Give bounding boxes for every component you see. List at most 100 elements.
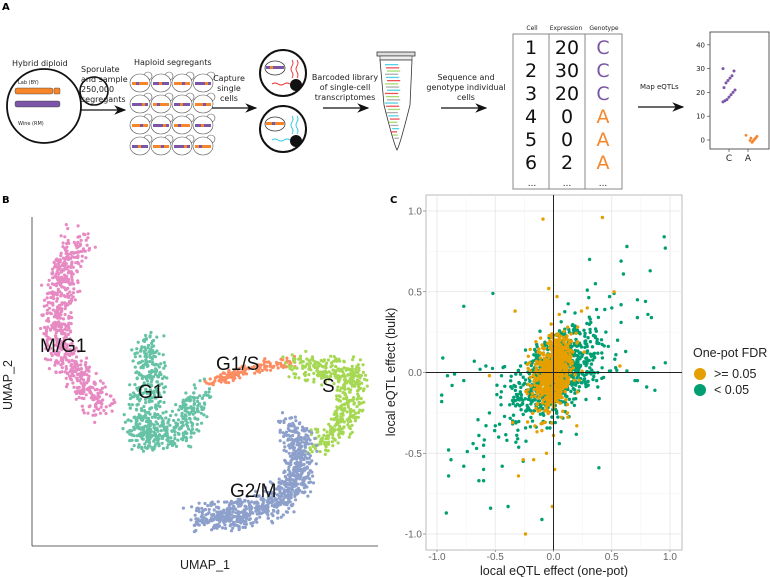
umap-point: [301, 482, 305, 486]
umap-point: [82, 232, 86, 236]
scatter-point: [554, 333, 558, 337]
umap-point: [326, 440, 331, 444]
diploid-cell-icon: [6, 68, 109, 144]
scatter-point: [596, 351, 600, 355]
umap-point: [353, 415, 357, 420]
umap-point: [288, 475, 292, 479]
scatter-point: [582, 328, 586, 332]
mini-point: [724, 81, 728, 85]
umap-point: [300, 471, 304, 475]
umap-point: [303, 364, 308, 369]
umap-point: [341, 430, 345, 434]
scatter-point: [560, 362, 564, 366]
umap-point: [207, 390, 211, 394]
umap-point: [202, 413, 206, 417]
scatter-point: [578, 351, 583, 355]
umap-point: [144, 333, 148, 338]
scatter-point: [600, 376, 604, 381]
scatter-point: [538, 412, 543, 416]
scatter-point: [559, 378, 563, 382]
umap-point: [50, 323, 54, 327]
umap-point: [304, 475, 308, 479]
umap-point: [337, 435, 341, 439]
umap-point: [287, 424, 291, 428]
cell-id: 5: [525, 129, 537, 151]
umap-point: [76, 279, 80, 283]
y-axis-label: local eQTL effect (bulk): [384, 308, 398, 437]
scatter-point: [653, 388, 657, 392]
scatter-point: [547, 399, 552, 403]
umap-point: [150, 399, 154, 403]
mini-y-tick: 40: [696, 41, 705, 49]
umap-point: [332, 437, 336, 441]
scatter-point: [511, 420, 515, 425]
umap-point: [322, 433, 326, 437]
umap-point: [57, 320, 61, 324]
scatter-point: [550, 415, 554, 419]
umap-point: [145, 391, 149, 395]
umap-point: [74, 397, 78, 401]
umap-point: [278, 420, 282, 425]
umap-point: [340, 408, 344, 412]
umap-point: [347, 420, 351, 424]
scatter-point: [565, 359, 570, 363]
scatter-point: [544, 405, 548, 409]
scatter-point: [478, 367, 482, 371]
umap-point: [40, 283, 44, 287]
umap-point: [53, 265, 57, 269]
scatter-point: [513, 388, 518, 393]
umap-point: [332, 412, 336, 416]
scatter-point: [555, 294, 559, 299]
umap-point: [286, 438, 290, 442]
scatter-point: [583, 334, 587, 338]
scatter-point: [514, 392, 519, 397]
umap-point: [342, 387, 346, 391]
expression-value: 20: [555, 37, 579, 59]
umap-point: [335, 359, 339, 363]
umap-point: [152, 430, 156, 434]
umap-point: [181, 438, 185, 442]
umap-point: [69, 330, 73, 334]
umap-point: [55, 353, 59, 357]
umap-point: [200, 506, 204, 510]
cell-id: 6: [525, 152, 537, 174]
mini-y-tick: 0: [701, 137, 705, 145]
umap-point: [84, 256, 88, 260]
scatter-point: [578, 363, 583, 368]
umap-point: [192, 530, 197, 534]
umap-point: [339, 386, 343, 390]
umap-point: [66, 294, 71, 298]
table-header: Cell: [526, 25, 538, 32]
umap-point: [178, 404, 182, 409]
scatter-point: [619, 259, 623, 263]
umap-point: [294, 498, 298, 502]
umap-point: [235, 524, 240, 528]
scatter-point: [584, 339, 588, 343]
umap-point: [288, 479, 292, 483]
scatter-point: [518, 390, 522, 394]
umap-point: [288, 500, 292, 504]
umap-point: [308, 361, 312, 365]
scatter-point: [484, 364, 488, 368]
umap-point: [66, 358, 70, 363]
umap-point: [310, 355, 315, 359]
scatter-point: [518, 372, 523, 376]
umap-point: [54, 258, 58, 262]
scatter-point: [462, 304, 466, 308]
umap-point: [155, 380, 159, 384]
scatter-point: [497, 422, 502, 426]
umap-point: [134, 423, 138, 427]
umap-point: [64, 251, 68, 256]
umap-point: [315, 449, 319, 453]
scatter-point: [587, 257, 592, 262]
umap-point: [174, 413, 178, 417]
umap-point: [351, 409, 355, 413]
umap-point: [92, 396, 96, 400]
step-text: of single-cell: [320, 83, 371, 92]
umap-point: [195, 428, 199, 432]
umap-point: [123, 420, 127, 424]
umap-point: [64, 348, 68, 352]
umap-point: [170, 409, 174, 413]
umap-point: [302, 479, 306, 483]
umap-point: [161, 353, 165, 357]
